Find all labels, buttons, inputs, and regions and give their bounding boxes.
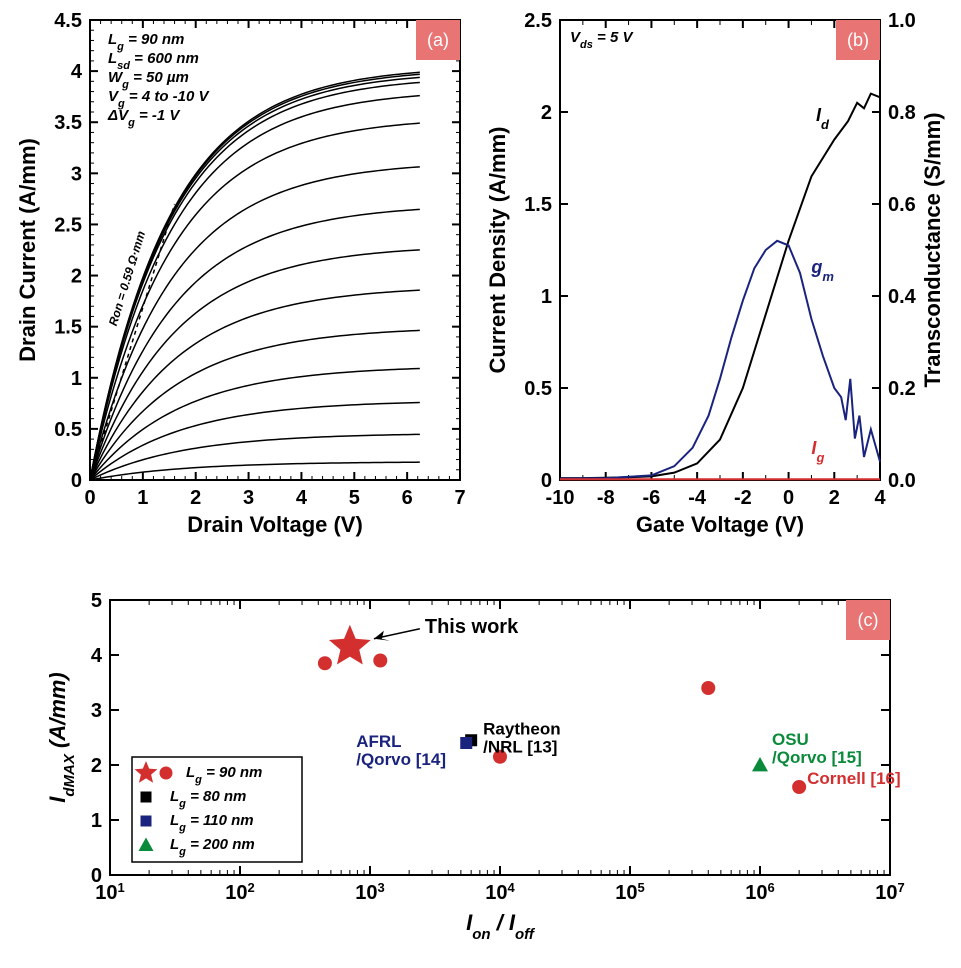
panel-a: 0 1 2 3 4 5 6 7 0 0.5 1 1.5 2 2.5 3 3.5 4 4.5 Drain Voltag…	[15, 10, 466, 537]
svg-text:0: 0	[541, 470, 552, 492]
svg-text:OSU: OSU	[772, 730, 809, 749]
figure-root: 0 1 2 3 4 5 6 7 0 0.5 1 1.5 2 2.5 3 3.5 4 4.5 Drain Voltag…	[0, 0, 961, 968]
panel-a-badge: (a)	[427, 30, 449, 50]
svg-text:2: 2	[829, 487, 840, 509]
svg-text:6: 6	[402, 487, 413, 509]
svg-text:0: 0	[783, 487, 794, 509]
panel-c-xlabel: Ion / Ioff	[466, 910, 536, 943]
panel-b-ylabel-left: Current Density (A/mm)	[485, 127, 510, 374]
svg-text:3: 3	[91, 700, 102, 722]
svg-text:0: 0	[71, 470, 82, 492]
svg-text:0.4: 0.4	[888, 286, 917, 308]
this-work-label: This work	[425, 616, 519, 638]
svg-text:2.5: 2.5	[54, 214, 82, 236]
svg-text:4: 4	[874, 487, 886, 509]
svg-text:4: 4	[71, 61, 83, 83]
panel-c-badge: (c)	[858, 610, 879, 630]
svg-text:5: 5	[349, 487, 360, 509]
svg-text:Cornell [16]: Cornell [16]	[807, 769, 901, 788]
svg-text:3.5: 3.5	[54, 112, 82, 134]
panel-a-xlabel: Drain Voltage (V)	[187, 512, 363, 537]
svg-text:Ig: Ig	[811, 438, 824, 465]
svg-text:2: 2	[190, 487, 201, 509]
svg-text:1.5: 1.5	[524, 194, 552, 216]
svg-text:4: 4	[91, 645, 103, 667]
svg-text:103: 103	[355, 880, 384, 905]
svg-text:107: 107	[875, 880, 904, 905]
panel-a-ylabel: Drain Current (A/mm)	[15, 138, 40, 362]
svg-text:/NRL [13]: /NRL [13]	[483, 737, 557, 756]
svg-text:104: 104	[485, 880, 515, 905]
svg-text:Raytheon: Raytheon	[483, 719, 560, 738]
svg-text:1: 1	[541, 286, 552, 308]
svg-text:4: 4	[296, 487, 308, 509]
panel-b-badge: (b)	[847, 30, 869, 50]
svg-text:Id: Id	[816, 105, 830, 132]
panel-c: 101102103104105106107012345Ion / IoffIdM…	[45, 590, 905, 943]
svg-text:-2: -2	[734, 487, 752, 509]
svg-text:-4: -4	[688, 487, 707, 509]
panel-b-xlabel: Gate Voltage (V)	[636, 512, 804, 537]
figure-svg: 0 1 2 3 4 5 6 7 0 0.5 1 1.5 2 2.5 3 3.5 4 4.5 Drain Voltag…	[0, 0, 961, 968]
svg-text:106: 106	[745, 880, 774, 905]
svg-text:2: 2	[71, 266, 82, 288]
svg-text:102: 102	[225, 880, 254, 905]
svg-text:1: 1	[137, 487, 148, 509]
svg-text:0: 0	[84, 487, 95, 509]
svg-text:-6: -6	[643, 487, 661, 509]
svg-text:2.5: 2.5	[524, 10, 552, 32]
svg-text:0.5: 0.5	[524, 378, 552, 400]
svg-text:0: 0	[91, 865, 102, 887]
svg-text:/Qorvo [15]: /Qorvo [15]	[772, 748, 862, 767]
svg-text:105: 105	[615, 880, 644, 905]
panel-b: -10-8-6-4-202400.511.522.50.00.20.40.60.…	[485, 10, 945, 537]
svg-text:/Qorvo [14]: /Qorvo [14]	[356, 750, 446, 769]
svg-text:1: 1	[71, 368, 82, 390]
svg-text:0.0: 0.0	[888, 470, 916, 492]
svg-text:3: 3	[243, 487, 254, 509]
svg-text:2: 2	[91, 755, 102, 777]
svg-text:3: 3	[71, 163, 82, 185]
panel-b-ylabel-right: Transconductance (S/mm)	[920, 112, 945, 387]
svg-text:1: 1	[91, 810, 102, 832]
svg-text:0.5: 0.5	[54, 419, 82, 441]
panel-c-ylabel: IdMAX (A/mm)	[45, 672, 78, 803]
svg-text:-8: -8	[597, 487, 615, 509]
svg-text:2: 2	[541, 102, 552, 124]
svg-text:5: 5	[91, 590, 102, 612]
svg-text:7: 7	[454, 487, 465, 509]
svg-text:0.8: 0.8	[888, 102, 916, 124]
svg-text:AFRL: AFRL	[356, 732, 401, 751]
svg-text:Vds = 5 V: Vds = 5 V	[570, 29, 634, 51]
svg-text:0.6: 0.6	[888, 194, 916, 216]
svg-text:ΔVg = -1 V: ΔVg = -1 V	[107, 107, 181, 129]
svg-text:0.2: 0.2	[888, 378, 916, 400]
svg-text:gm: gm	[810, 257, 834, 284]
svg-text:1.5: 1.5	[54, 317, 82, 339]
svg-text:4.5: 4.5	[54, 10, 82, 32]
svg-text:1.0: 1.0	[888, 10, 916, 32]
